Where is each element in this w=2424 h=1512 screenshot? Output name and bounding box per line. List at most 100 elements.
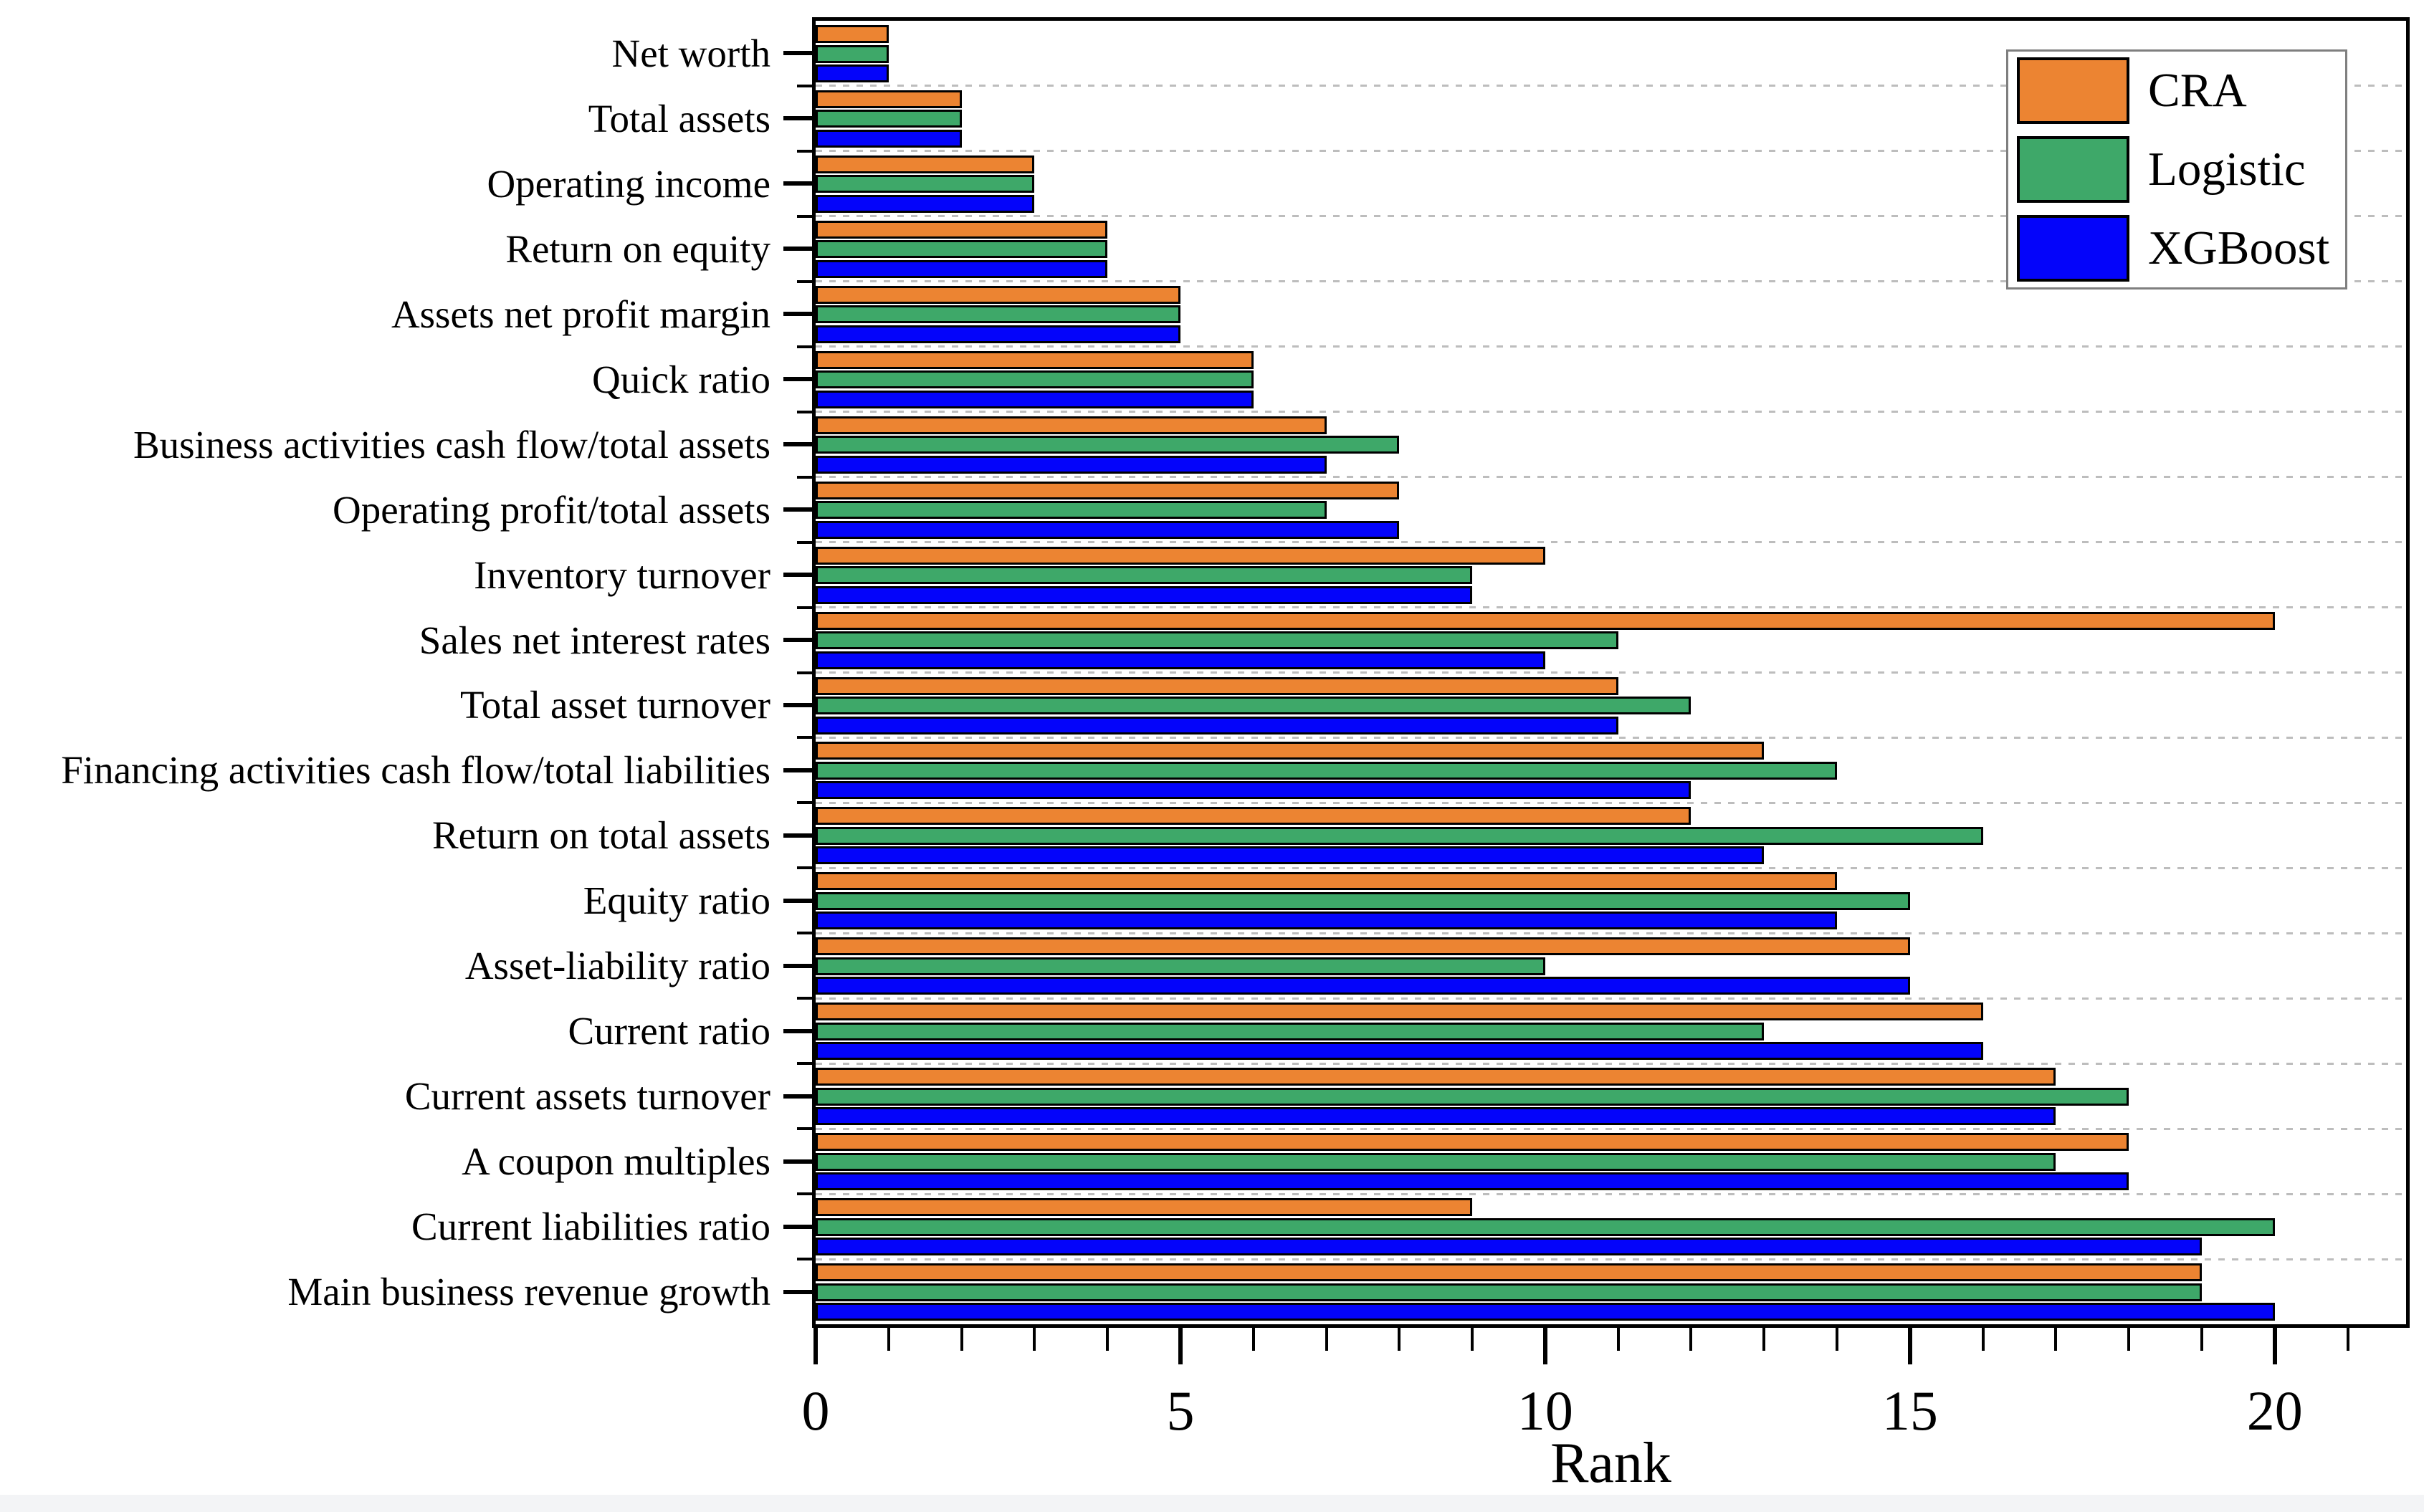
gridline (816, 736, 2406, 739)
bar-logistic (816, 566, 1473, 585)
legend-entry-logistic: Logistic (2017, 135, 2345, 203)
bar-logistic (816, 1087, 2129, 1106)
gridline (816, 1062, 2406, 1065)
y-axis-minor-tick (797, 279, 812, 283)
gridline (816, 671, 2406, 674)
bar-xgboost (816, 1107, 2056, 1126)
y-axis-major-tick (783, 1289, 812, 1294)
y-axis-category-label: Sales net interest rates (419, 618, 770, 662)
x-axis-minor-tick (1689, 1324, 1693, 1351)
gridline (816, 1192, 2406, 1195)
gridline (816, 866, 2406, 869)
y-axis-category-label: Business activities cash flow/total asse… (133, 422, 770, 466)
x-axis-minor-tick (1033, 1324, 1036, 1351)
bar-xgboost (816, 64, 889, 82)
bar-logistic (816, 1217, 2275, 1236)
y-axis-category-label: Asset-liability ratio (464, 944, 770, 988)
x-axis-major-tick (1907, 1324, 1912, 1364)
bar-logistic (816, 305, 1180, 324)
bar-cra (816, 676, 1618, 695)
legend-swatch-logistic (2017, 135, 2129, 203)
y-axis-major-tick (783, 898, 812, 903)
gridline (816, 1258, 2406, 1260)
x-axis-tick-label: 15 (1881, 1379, 1938, 1442)
bar-logistic (816, 826, 1983, 845)
y-axis-category-label: Equity ratio (583, 879, 770, 923)
legend-label-cra: CRA (2148, 64, 2247, 118)
bar-cra (816, 742, 1765, 760)
bar-logistic (816, 1022, 1765, 1040)
bar-logistic (816, 240, 1108, 259)
y-axis-category-label: Financing activities cash flow/total lia… (61, 748, 770, 793)
bar-xgboost (816, 1172, 2129, 1191)
legend-label-logistic: Logistic (2148, 142, 2306, 196)
x-axis-minor-tick (2054, 1324, 2058, 1351)
bar-xgboost (816, 455, 1327, 474)
gridline (816, 801, 2406, 804)
y-axis-minor-tick (797, 932, 812, 935)
bar-cra (816, 1198, 1473, 1217)
bar-xgboost (816, 716, 1618, 735)
bar-cra (816, 937, 1910, 956)
legend-swatch-cra (2017, 57, 2129, 125)
y-axis-category-label: Quick ratio (592, 357, 770, 401)
bar-cra (816, 546, 1545, 565)
x-axis-minor-tick (1398, 1324, 1401, 1351)
y-axis-major-tick (783, 1159, 812, 1164)
y-axis-category-label: Assets net profit margin (391, 292, 770, 336)
bar-cra (816, 1133, 2129, 1152)
x-axis-tick-label: 0 (801, 1379, 830, 1442)
gridline (816, 411, 2406, 413)
bar-logistic (816, 175, 1035, 193)
footer-strip (0, 1495, 2424, 1512)
gridline (816, 606, 2406, 609)
y-axis-category-label: Return on total assets (431, 813, 770, 858)
bar-logistic (816, 44, 889, 63)
bar-xgboost (816, 1238, 2202, 1256)
bar-cra (816, 285, 1180, 304)
y-axis-minor-tick (797, 801, 812, 805)
gridline (816, 345, 2406, 348)
x-axis-minor-tick (2346, 1324, 2349, 1351)
x-axis-minor-tick (1106, 1324, 1110, 1351)
y-axis-category-label: Total asset turnover (460, 683, 770, 727)
bar-xgboost (816, 846, 1765, 865)
y-axis-major-tick (783, 507, 812, 512)
y-axis-major-tick (783, 247, 812, 252)
bar-xgboost (816, 781, 1691, 800)
y-axis-minor-tick (797, 736, 812, 740)
bar-cra (816, 25, 889, 43)
bar-logistic (816, 501, 1327, 520)
y-axis-category-label: Inventory turnover (474, 552, 770, 597)
bar-xgboost (816, 1303, 2275, 1321)
x-axis-minor-tick (1981, 1324, 1985, 1351)
legend: CRA Logistic XGBoost (2006, 49, 2347, 290)
bar-cra (816, 220, 1108, 239)
bar-cra (816, 90, 962, 108)
gridline (816, 541, 2406, 544)
bar-xgboost (816, 977, 1910, 995)
bar-logistic (816, 957, 1545, 975)
x-axis-title: Rank (1550, 1432, 1671, 1495)
bar-cra (816, 1263, 2202, 1282)
y-axis-category-label: Operating profit/total assets (333, 487, 770, 532)
y-axis-major-tick (783, 1094, 812, 1099)
bar-xgboost (816, 520, 1400, 539)
bar-xgboost (816, 585, 1473, 604)
gridline (816, 476, 2406, 479)
bar-cra (816, 416, 1327, 434)
bar-xgboost (816, 651, 1545, 669)
bar-xgboost (816, 911, 1838, 930)
x-axis-minor-tick (2127, 1324, 2131, 1351)
y-axis-minor-tick (797, 606, 812, 609)
y-axis-major-tick (783, 767, 812, 772)
x-axis-tick-label: 5 (1166, 1379, 1195, 1442)
y-axis-minor-tick (797, 1192, 812, 1196)
bar-logistic (816, 1283, 2202, 1301)
gridline (816, 997, 2406, 1000)
x-axis-tick-label: 20 (2246, 1379, 2303, 1442)
y-axis-minor-tick (797, 866, 812, 870)
x-axis-minor-tick (960, 1324, 963, 1351)
x-axis-tick-label: 10 (1517, 1379, 1573, 1442)
x-axis-major-tick (813, 1324, 818, 1364)
